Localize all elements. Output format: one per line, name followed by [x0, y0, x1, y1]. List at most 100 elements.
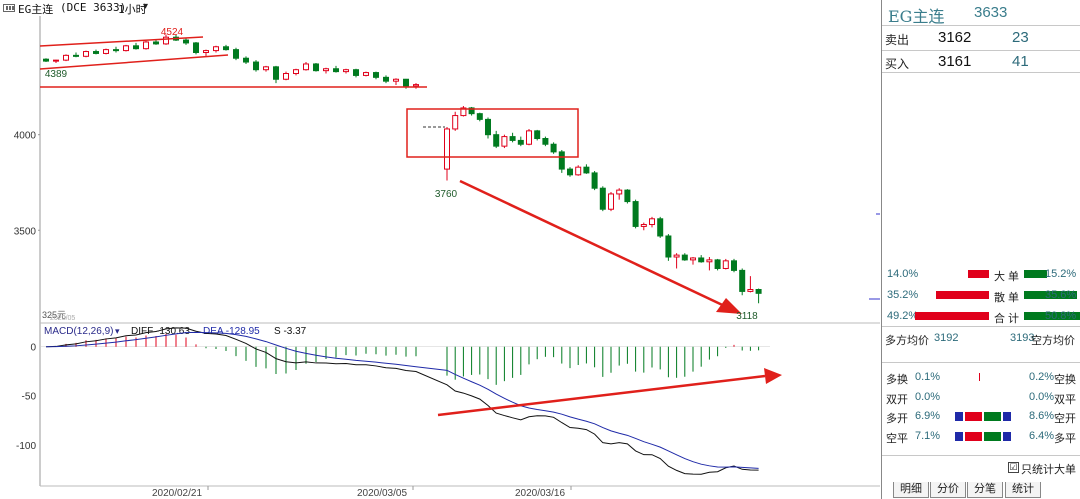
macd-s-label: S -3.37: [274, 326, 307, 337]
trade-bar: [955, 412, 963, 421]
avg-short-price: 3193: [1010, 332, 1035, 344]
candle-body: [363, 72, 369, 76]
candle-body: [731, 260, 737, 271]
candle-body: [517, 139, 524, 145]
candle-body: [558, 151, 565, 170]
trade-right-value: 0.0%: [1029, 391, 1055, 403]
macd-dea-label: DEA -128.95: [203, 326, 260, 337]
flow-red-bar: [936, 291, 989, 299]
symbol-title[interactable]: EG主连: [18, 3, 54, 16]
chart-type-icon[interactable]: [3, 4, 15, 12]
candle-body: [243, 57, 249, 63]
candle-body: [698, 257, 705, 263]
buy-price: 3161: [938, 53, 972, 70]
candle-body: [485, 118, 491, 136]
avg-short-label: 空方均价: [1031, 335, 1075, 347]
chart-toolbar: EG主连 (DCE 3633) 1小时 ▾: [0, 0, 880, 16]
trade-bar: [984, 432, 1001, 441]
candle-body: [403, 78, 409, 87]
candle-body: [640, 224, 647, 227]
candle-body: [313, 63, 319, 72]
low-price-label: 3118: [736, 311, 758, 322]
price-corner-label: 325元: [42, 310, 66, 320]
consolidation-box: [406, 108, 579, 158]
trade-bar: [955, 432, 963, 441]
flow-red-bar: [968, 270, 989, 278]
panel-title: EG主连: [888, 7, 945, 26]
candle-body: [293, 69, 299, 75]
chevron-down-icon[interactable]: ▾: [143, 1, 149, 12]
candle-body: [509, 136, 516, 141]
low-price-label: 3760: [435, 189, 458, 200]
candle-body: [493, 134, 500, 147]
candle-body: [534, 130, 541, 140]
candle-body: [393, 78, 399, 82]
candle-body: [706, 259, 713, 263]
candle-body: [460, 107, 467, 117]
down-trend-arrow: [459, 179, 734, 312]
candle-body: [233, 49, 239, 59]
only-big-orders-checkbox[interactable]: ☑: [1008, 462, 1019, 473]
flow-right-pct: 15.2%: [1045, 268, 1077, 280]
candle-body: [739, 269, 746, 292]
candle-body: [153, 41, 159, 45]
candle-body: [383, 76, 389, 82]
sell-volume: 23: [1012, 29, 1029, 46]
trade-bar: [965, 432, 982, 441]
panel-tab[interactable]: 分笔: [967, 482, 1003, 498]
flow-label: 大 单: [994, 271, 1020, 283]
candle-body: [123, 45, 129, 52]
date-label: 2020/03/16: [515, 488, 565, 499]
candle-body: [722, 260, 729, 269]
candle-body: [323, 68, 329, 72]
trade-bar: [1003, 432, 1011, 441]
channel-line-top: [39, 36, 204, 47]
flow-green-bar: [1024, 312, 1080, 320]
candle-body: [542, 138, 549, 145]
avg-long-label: 多方均价: [885, 335, 929, 347]
candle-body: [353, 69, 359, 76]
candle-body: [183, 39, 189, 44]
panel-tab[interactable]: 明细: [893, 482, 929, 498]
candle-body: [550, 143, 557, 153]
candle-body: [501, 136, 508, 147]
trade-left-value: 0.0%: [915, 391, 941, 403]
sell-label: 卖出: [885, 33, 910, 47]
macd-diff-line: [45, 327, 759, 475]
candle-body: [608, 193, 614, 210]
candle-body: [133, 45, 139, 50]
candle-body: [665, 235, 672, 258]
candle-body: [103, 49, 109, 54]
flow-left-pct: 49.2%: [887, 310, 919, 322]
candle-body: [413, 84, 419, 87]
trade-right-label: 多平: [1054, 433, 1076, 445]
flow-left-pct: 14.0%: [887, 268, 919, 280]
macd-diff-label: DIFF -130.63: [131, 326, 190, 337]
trade-bar: [984, 412, 1001, 421]
macd-tick-label: 0: [30, 343, 36, 354]
avg-long-price: 3192: [934, 332, 959, 344]
candle-body: [333, 68, 339, 73]
symbol-code: (DCE 3633): [60, 1, 127, 14]
candle-body: [43, 58, 49, 62]
flow-label: 散 单: [994, 292, 1020, 304]
candle-body: [714, 259, 721, 269]
arrow-head-icon: [716, 298, 742, 314]
candle-body: [143, 41, 149, 50]
panel-tab[interactable]: 统计: [1005, 482, 1041, 498]
macd-dea-line: [45, 331, 759, 469]
candle-body: [83, 51, 89, 57]
price-tick-label: 4000: [14, 131, 37, 142]
flow-label: 合 计: [994, 313, 1020, 325]
candle-body: [253, 61, 259, 71]
candle-body: [624, 189, 631, 203]
panel-tab[interactable]: 分价: [930, 482, 966, 498]
price-corner-date: 2020/05: [50, 315, 75, 322]
period-selector[interactable]: 1小时: [118, 3, 147, 16]
macd-name: MACD(12,26,9): [44, 326, 113, 337]
candle-body: [163, 36, 169, 45]
flow-green-bar: [1024, 270, 1047, 278]
buy-label: 买入: [885, 57, 910, 71]
candle-body: [616, 189, 623, 195]
